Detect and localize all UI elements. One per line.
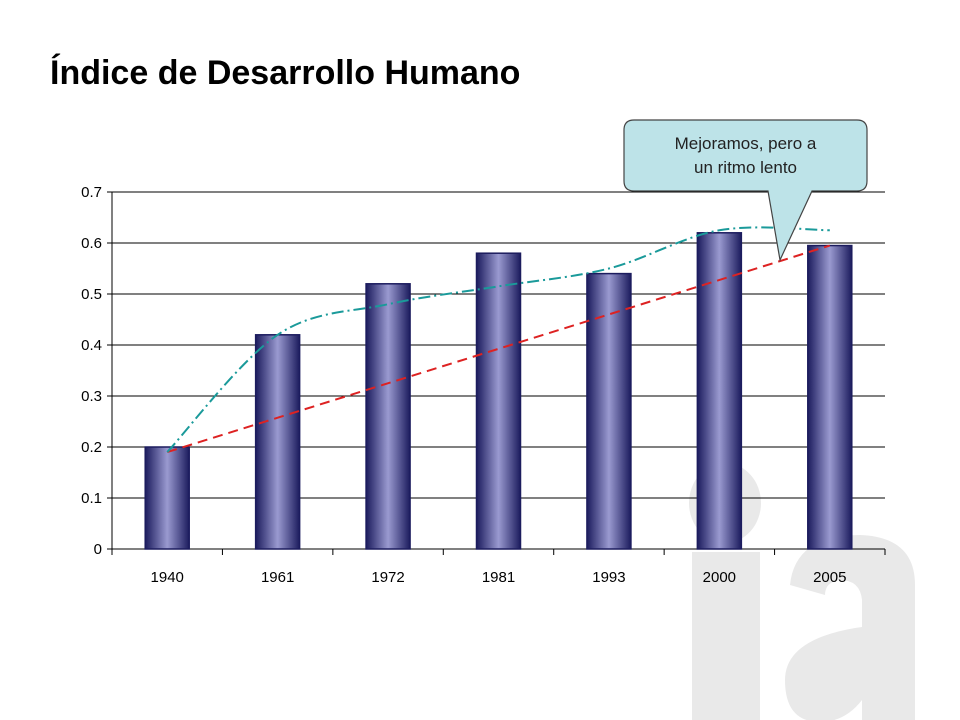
bar-1981 [475,252,522,550]
trend-lines [166,226,831,454]
x-tick-label: 1940 [151,569,184,586]
bar-1961 [254,334,301,550]
x-tick-label: 1981 [482,569,515,586]
watermark-letter-a [785,535,915,720]
x-tick-label: 1972 [371,569,404,586]
y-tick-label: 0.6 [81,235,102,252]
bar-1972 [365,283,411,550]
y-tick-label: 0 [94,541,102,558]
watermark-letter-i [692,552,760,720]
x-tick-label: 2000 [703,569,736,586]
callout-text-line: Mejoramos, pero a [675,134,817,153]
x-tick-label: 2005 [813,569,846,586]
y-tick-label: 0.5 [81,286,102,303]
smoothed-trend-line [166,226,830,453]
x-tick-label: 1961 [261,569,294,586]
linear-trend-line [166,244,831,454]
callout-shape [623,119,868,262]
y-tick-label: 0.4 [81,337,102,354]
bars [144,232,853,550]
y-tick-label: 0.1 [81,490,102,507]
bar-1940 [144,446,190,550]
bar-1993 [586,272,632,550]
bar-2005 [807,244,853,550]
tick-labels: 0 0.1 0.2 0.3 0.4 0.5 0.6 0.7 1940 1961 1972 1981 19… [81,184,846,586]
callout-bubble: Mejoramos, pero a un ritmo lento [623,119,868,262]
slide-title: Índice de Desarrollo Humano [50,54,521,92]
callout-text-line: un ritmo lento [694,158,797,177]
x-tick-label: 1993 [592,569,625,586]
y-tick-label: 0.7 [81,184,102,201]
y-tick-label: 0.2 [81,439,102,456]
bar-2000 [696,232,743,550]
y-tick-label: 0.3 [81,388,102,405]
